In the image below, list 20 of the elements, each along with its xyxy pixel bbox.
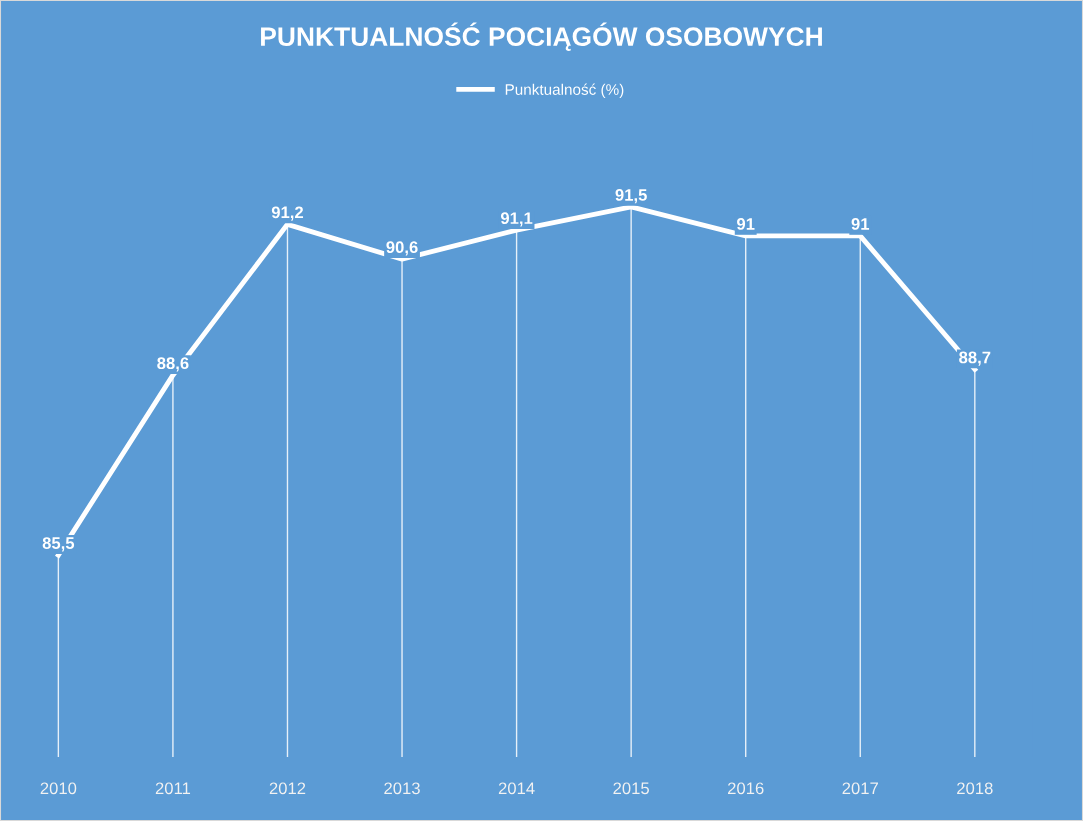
x-tick-label: 2010	[40, 782, 77, 795]
data-label: 90,6	[386, 241, 418, 256]
x-tick-label: 2016	[728, 782, 764, 795]
x-tick-label: 2015	[613, 782, 649, 795]
x-tick-label: 2018	[957, 782, 993, 795]
chart-title: PUNKTUALNOŚĆ POCIĄGÓW OSOBOWYCH	[261, 22, 822, 51]
legend-label: Punktualność (%)	[505, 83, 624, 98]
data-label: 88,7	[959, 351, 991, 366]
data-label: 91,5	[615, 189, 647, 204]
data-label: 91	[851, 218, 870, 230]
data-label: 91,2	[271, 206, 304, 221]
x-tick-label: 2013	[384, 782, 420, 795]
data-label: 91,1	[500, 212, 533, 227]
x-tick-label: 2014	[498, 782, 535, 795]
x-tick-label: 2011	[155, 782, 191, 795]
data-label: 91	[737, 218, 755, 230]
x-tick-label: 2012	[269, 782, 306, 795]
data-label: 88,6	[157, 357, 189, 372]
data-label: 85,5	[42, 537, 75, 552]
x-tick-label: 2017	[842, 782, 878, 795]
